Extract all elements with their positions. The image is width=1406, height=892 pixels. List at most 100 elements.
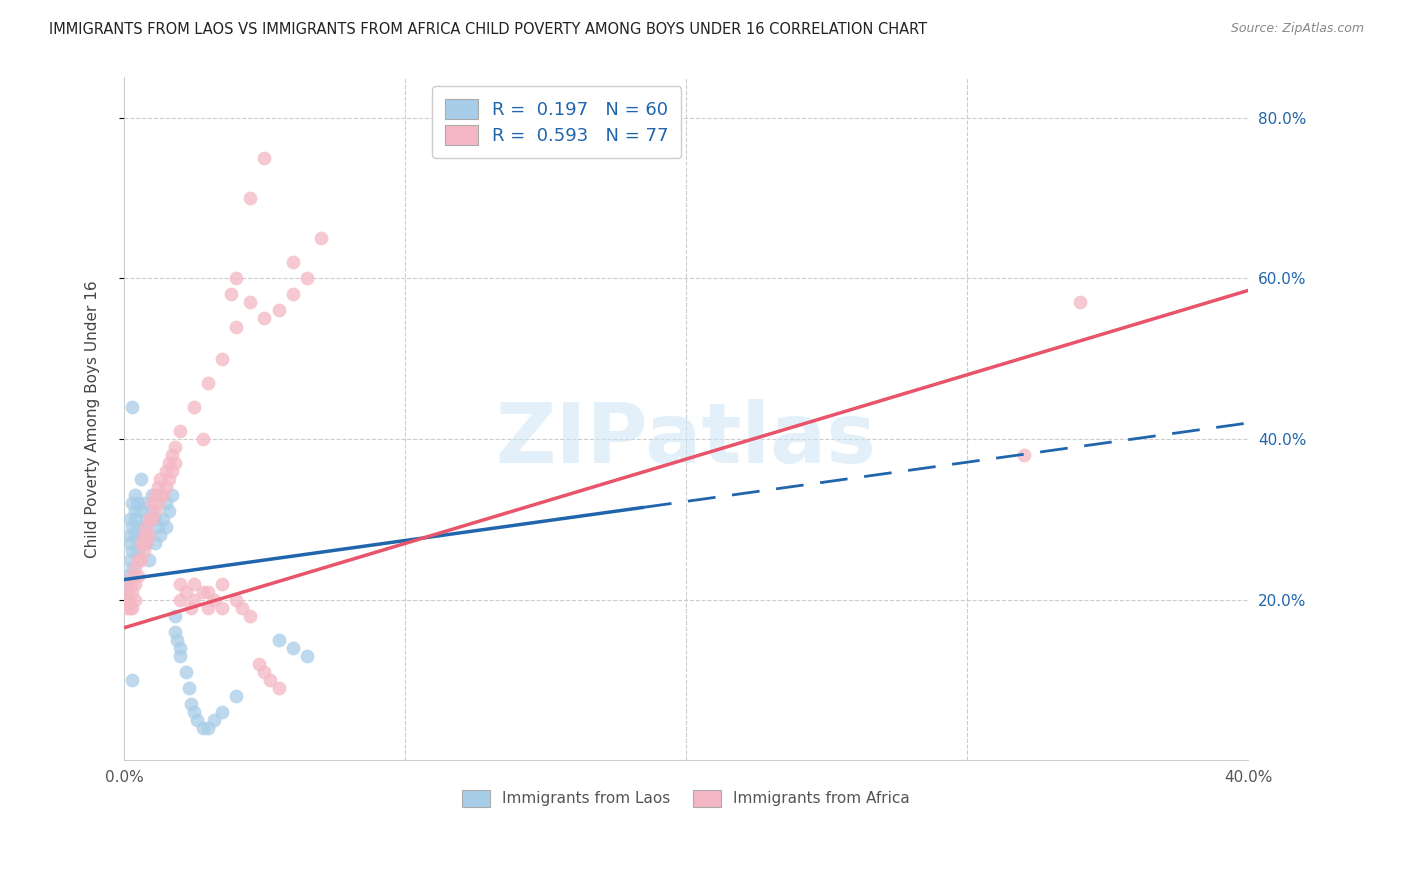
Point xyxy=(124,504,146,518)
Point xyxy=(225,592,247,607)
Point xyxy=(121,673,143,687)
Point xyxy=(183,400,205,414)
Point xyxy=(121,584,143,599)
Point xyxy=(157,456,180,470)
Point xyxy=(259,673,281,687)
Point xyxy=(155,464,177,478)
Point xyxy=(174,584,197,599)
Point xyxy=(149,488,172,502)
Point xyxy=(1012,448,1035,462)
Point xyxy=(138,528,160,542)
Point xyxy=(132,496,155,510)
Point xyxy=(135,536,157,550)
Point xyxy=(118,512,141,526)
Point xyxy=(211,576,233,591)
Point xyxy=(124,488,146,502)
Point xyxy=(211,705,233,719)
Point xyxy=(163,608,186,623)
Point xyxy=(211,600,233,615)
Point xyxy=(115,576,138,591)
Point xyxy=(169,648,191,663)
Point xyxy=(127,568,149,582)
Point xyxy=(146,480,169,494)
Point xyxy=(121,496,143,510)
Point xyxy=(115,592,138,607)
Point xyxy=(180,600,202,615)
Point xyxy=(118,536,141,550)
Point xyxy=(163,456,186,470)
Point xyxy=(127,520,149,534)
Y-axis label: Child Poverty Among Boys Under 16: Child Poverty Among Boys Under 16 xyxy=(86,280,100,558)
Point xyxy=(267,681,290,695)
Point xyxy=(124,528,146,542)
Point xyxy=(186,713,208,727)
Point xyxy=(253,665,276,679)
Point xyxy=(155,520,177,534)
Point xyxy=(127,552,149,566)
Point xyxy=(295,271,318,285)
Point xyxy=(138,552,160,566)
Point xyxy=(183,576,205,591)
Point xyxy=(129,504,152,518)
Point xyxy=(183,592,205,607)
Point xyxy=(121,544,143,558)
Point xyxy=(121,568,143,582)
Point xyxy=(135,512,157,526)
Point xyxy=(143,504,166,518)
Point xyxy=(309,231,332,245)
Point xyxy=(155,496,177,510)
Point xyxy=(281,255,304,269)
Text: IMMIGRANTS FROM LAOS VS IMMIGRANTS FROM AFRICA CHILD POVERTY AMONG BOYS UNDER 16: IMMIGRANTS FROM LAOS VS IMMIGRANTS FROM … xyxy=(49,22,928,37)
Point xyxy=(115,600,138,615)
Point xyxy=(129,528,152,542)
Text: Source: ZipAtlas.com: Source: ZipAtlas.com xyxy=(1230,22,1364,36)
Point xyxy=(247,657,270,671)
Point xyxy=(197,584,219,599)
Point xyxy=(127,536,149,550)
Point xyxy=(132,520,155,534)
Point xyxy=(124,560,146,574)
Point xyxy=(239,608,262,623)
Point xyxy=(197,376,219,390)
Point xyxy=(169,592,191,607)
Point xyxy=(180,697,202,711)
Point xyxy=(157,504,180,518)
Point xyxy=(157,472,180,486)
Point xyxy=(197,600,219,615)
Point xyxy=(143,536,166,550)
Point xyxy=(143,512,166,526)
Point xyxy=(132,544,155,558)
Point xyxy=(121,560,143,574)
Point xyxy=(124,512,146,526)
Point xyxy=(202,713,225,727)
Point xyxy=(115,592,138,607)
Point xyxy=(169,424,191,438)
Point xyxy=(127,544,149,558)
Point xyxy=(160,448,183,462)
Point xyxy=(146,496,169,510)
Point xyxy=(281,287,304,301)
Point xyxy=(118,528,141,542)
Point xyxy=(211,351,233,366)
Point xyxy=(183,705,205,719)
Point xyxy=(129,552,152,566)
Point xyxy=(118,576,141,591)
Point xyxy=(231,600,253,615)
Point xyxy=(169,576,191,591)
Point xyxy=(267,303,290,318)
Point xyxy=(225,319,247,334)
Point xyxy=(191,721,214,735)
Point xyxy=(121,400,143,414)
Point xyxy=(253,311,276,326)
Point xyxy=(121,600,143,615)
Point xyxy=(253,151,276,165)
Point xyxy=(160,464,183,478)
Point xyxy=(124,592,146,607)
Point xyxy=(115,568,138,582)
Point xyxy=(295,648,318,663)
Point xyxy=(149,528,172,542)
Point xyxy=(141,488,163,502)
Point xyxy=(166,632,188,647)
Point xyxy=(115,584,138,599)
Point xyxy=(121,520,143,534)
